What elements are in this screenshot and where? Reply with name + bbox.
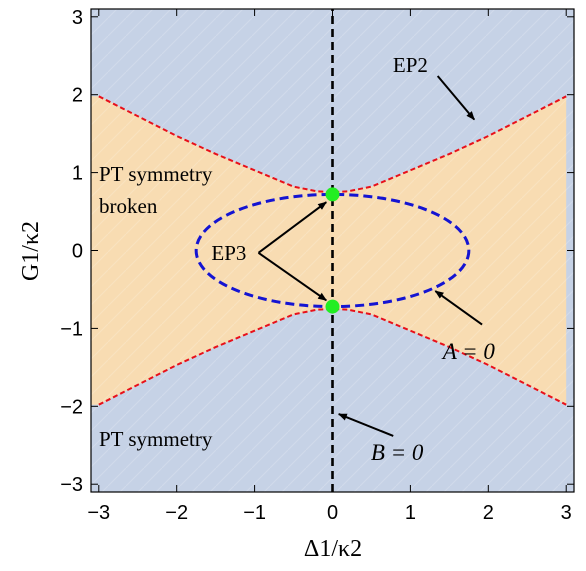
region-label-line: broken — [99, 194, 158, 218]
annotation-label: B = 0 — [371, 440, 424, 465]
x-tick-label: 0 — [327, 502, 338, 524]
annotation-layer: EP2 EP3 A = 0 B = 0 — [211, 53, 495, 465]
annotation-label: EP3 — [211, 241, 246, 265]
x-tick-label: −2 — [165, 502, 188, 524]
ep3-marker-0 — [325, 187, 340, 202]
region-labels: PT symmetry broken PT symmetry — [99, 162, 213, 451]
ep2-boundary-line-1 — [98, 307, 567, 406]
region-label-pt-broken: PT symmetry broken — [99, 162, 213, 218]
annotation-arrow — [436, 75, 476, 121]
x-tick-label: 2 — [483, 502, 494, 524]
y-tick-label: 2 — [72, 85, 83, 107]
y-axis-label-g: G1/κ2 — [18, 221, 44, 281]
annotation-arrow — [257, 201, 327, 254]
series-layer — [98, 9, 567, 492]
region-label-line: PT symmetry — [99, 162, 213, 186]
y-axis-label: G1/κ2 — [18, 221, 44, 281]
x-axis-label-delta: Δ1/κ2 — [304, 536, 362, 562]
y-tick-label: 0 — [72, 241, 83, 263]
ep3-marker-1 — [325, 299, 340, 314]
annotation-label: A = 0 — [441, 339, 496, 364]
ticks-layer: −3 −2 −1 0 1 2 3 −3 −2 −1 0 1 2 3 — [60, 7, 574, 524]
y-tick-label: −3 — [60, 474, 83, 496]
annotation-arrow — [257, 252, 328, 302]
x-tick-label: −1 — [243, 502, 266, 524]
ep2-boundary-line-0 — [98, 95, 567, 194]
region-label-pt-symmetry: PT symmetry — [99, 427, 213, 451]
x-tick-label: 1 — [405, 502, 416, 524]
annotation-arrow — [434, 290, 483, 326]
annotation-arrow — [337, 413, 394, 437]
x-tick-label: −3 — [87, 502, 110, 524]
x-tick-label: 3 — [561, 502, 572, 524]
y-tick-label: −1 — [60, 318, 83, 340]
y-tick-label: −2 — [60, 396, 83, 418]
x-axis-label: Δ1/κ2 — [304, 536, 362, 562]
y-tick-label: 3 — [72, 7, 83, 29]
y-tick-label: 1 — [72, 163, 83, 185]
plot-area — [91, 9, 574, 492]
annotation-label: EP2 — [393, 53, 428, 77]
